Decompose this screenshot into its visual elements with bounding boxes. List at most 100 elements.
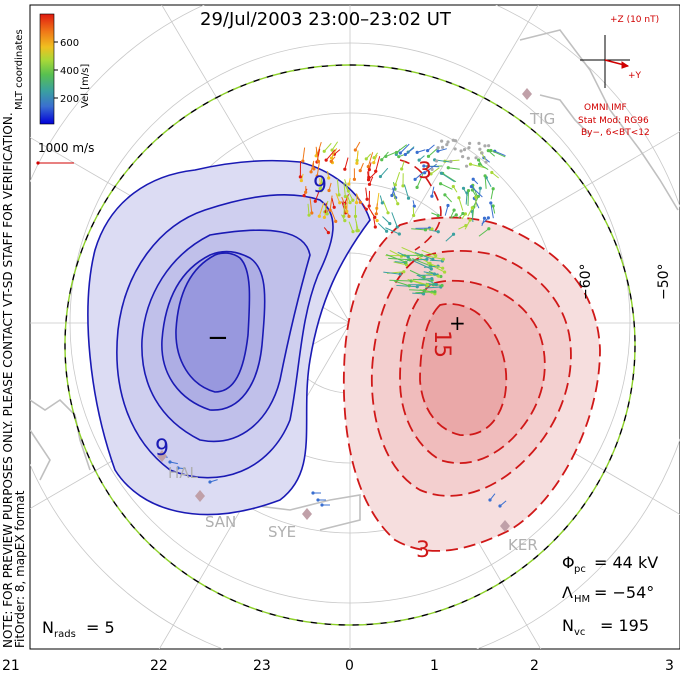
velocity-vector-origin <box>440 283 444 288</box>
velocity-vector <box>323 142 332 152</box>
velocity-vector-origin <box>312 167 316 171</box>
velocity-vector-origin <box>365 197 369 201</box>
velocity-vector-origin <box>345 209 349 214</box>
velocity-vector-origin <box>422 288 427 293</box>
velocity-vector <box>412 278 433 281</box>
imf-model: Stat Mod: RG96 <box>578 116 649 126</box>
velocity-vector-origin <box>342 214 346 218</box>
velocity-vector-origin <box>309 170 313 174</box>
velocity-vector-origin <box>324 158 328 162</box>
velocity-vector-origin <box>430 276 434 281</box>
velocity-vector-origin <box>421 292 426 296</box>
empty-cell-dot <box>461 155 465 159</box>
mlt-coordinates-label: MLT coordinates <box>14 29 25 110</box>
velocity-vector <box>325 149 336 161</box>
velocity-vector-origin <box>343 167 347 171</box>
velocity-vector-origin <box>176 466 180 470</box>
velocity-colorbar <box>39 13 58 125</box>
velocity-vector-origin <box>318 186 322 191</box>
empty-cell-dot <box>478 147 482 151</box>
velocity-vector-origin <box>406 196 411 200</box>
velocity-vector-origin <box>328 208 332 212</box>
velocity-vector <box>344 179 349 192</box>
velocity-vector <box>471 186 483 198</box>
velocity-vector <box>373 216 376 228</box>
velocity-vector-origin <box>351 230 355 234</box>
velocity-vector <box>389 279 412 282</box>
velocity-vector-origin <box>352 177 357 181</box>
velocity-vector <box>484 175 487 189</box>
velocity-vector-origin <box>457 196 461 200</box>
velocity-vector <box>411 279 428 286</box>
velocity-vector-origin <box>393 183 397 187</box>
velocity-vector <box>409 289 425 292</box>
velocity-vector-origin <box>407 284 411 288</box>
velocity-vector-origin <box>351 198 355 202</box>
velocity-vector-origin <box>367 177 371 182</box>
velocity-vector-origin <box>463 212 468 216</box>
empty-cell-dot <box>459 149 463 153</box>
preview-note: NOTE: FOR PREVIEW PURPOSES ONLY. PLEASE … <box>1 112 15 648</box>
velocity-vector <box>314 191 320 202</box>
velocity-vector-origin <box>470 206 474 210</box>
velocity-vector <box>391 212 398 228</box>
velocity-vector-origin <box>422 275 426 279</box>
velocity-vector-origin <box>373 225 377 229</box>
empty-cell-dot <box>440 145 445 149</box>
velocity-vector-origin <box>390 193 394 198</box>
velocity-vector <box>421 249 436 257</box>
velocity-vector-origin <box>430 194 434 198</box>
velocity-vector-origin <box>354 201 359 205</box>
velocity-vector-origin <box>441 257 445 261</box>
station-markers <box>157 88 532 532</box>
empty-cell-dot <box>440 139 444 143</box>
velocity-vector-origin <box>489 201 493 205</box>
velocity-vector-origin <box>398 151 402 155</box>
velocity-vector-origin <box>429 172 433 176</box>
velocity-vector-origin <box>436 214 440 218</box>
velocity-vector-origin <box>487 227 491 231</box>
empty-cell-dot <box>436 146 440 150</box>
svg-text:vc: vc <box>574 627 585 638</box>
velocity-vector <box>331 148 338 159</box>
velocity-vector <box>412 292 424 295</box>
velocity-vector-origin <box>436 149 440 153</box>
velocity-vector <box>416 173 424 188</box>
velocity-vector-origin <box>372 156 376 160</box>
velocity-vector <box>382 216 391 224</box>
velocity-vector-origin <box>343 218 347 223</box>
fitorder-note: FitOrder: 8, mapEX format <box>13 490 27 648</box>
colorbar-tick-400: 400 <box>60 66 79 77</box>
velocity-vector-origin <box>430 227 434 231</box>
velocity-vector <box>367 152 374 167</box>
velocity-vector-origin <box>438 182 443 186</box>
velocity-vector <box>335 192 341 203</box>
velocity-vector-origin <box>168 460 172 464</box>
velocity-vector-origin <box>451 184 455 189</box>
mlt-tick-3: 3 <box>665 658 674 674</box>
velocity-vector <box>397 251 409 258</box>
svg-text:HM: HM <box>574 594 590 605</box>
imf-condition: By−, 6<BT<12 <box>581 128 650 138</box>
empty-cell-dot <box>430 167 434 172</box>
velocity-vector <box>473 198 480 209</box>
velocity-vector <box>396 144 408 153</box>
velocity-vector-origin <box>426 154 431 158</box>
velocity-vector <box>317 141 322 155</box>
plot-frame <box>29 4 680 650</box>
max-potential-marker: + <box>449 311 466 335</box>
empty-cell-dot <box>467 146 471 150</box>
velocity-vector <box>341 196 347 208</box>
velocity-vector <box>409 269 425 278</box>
velocity-vector-origin <box>439 274 443 279</box>
velocity-vector <box>444 205 449 216</box>
velocity-vector-origin <box>304 190 308 194</box>
velocity-vector <box>393 280 410 287</box>
velocity-vector <box>316 160 321 177</box>
empty-cell-dot <box>434 159 439 163</box>
velocity-vector-origin <box>417 158 421 162</box>
velocity-vector <box>464 219 471 230</box>
velocity-vector-origin <box>461 186 466 190</box>
empty-cell-dot <box>453 147 457 151</box>
map-title: 29/Jul/2003 23:00–23:02 UT <box>200 9 452 30</box>
